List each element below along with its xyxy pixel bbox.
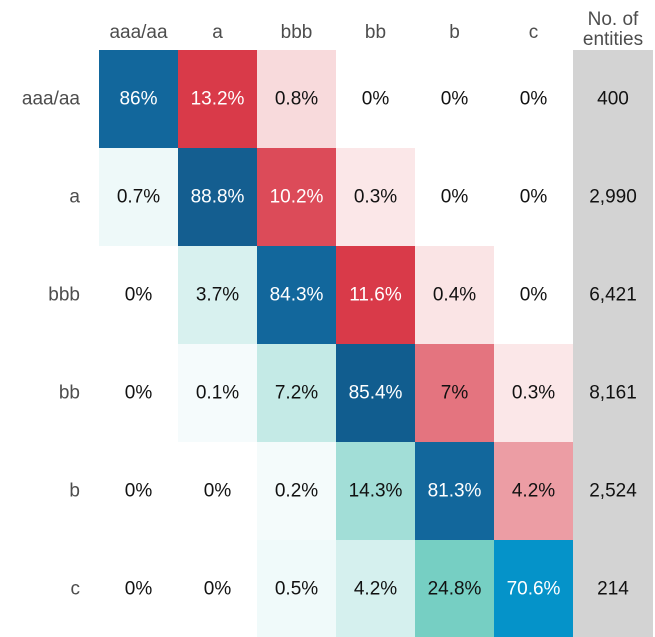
cell-label-r3-c4: 7% [441, 383, 469, 404]
heatmap-cell-r4-c5 [494, 442, 573, 540]
column-label-2: bbb [281, 22, 313, 43]
cell-label-r5-c3: 4.2% [354, 579, 397, 600]
cell-label-r4-c2: 0.2% [275, 481, 318, 502]
cell-label-r5-c5: 70.6% [507, 579, 561, 600]
cell-label-r3-c0: 0% [125, 383, 153, 404]
heatmap-cell-r5-c2 [257, 540, 336, 637]
cell-label-r2-c5: 0% [520, 285, 548, 306]
cell-value-labels: 86% 13.2% 0.8% 0% 0% 0% 0.7% 88.8% 10.2% 0.3% 0% 0%… [117, 89, 561, 600]
heatmap-cell-r2-c2 [257, 246, 336, 344]
heatmap-cells [99, 50, 573, 637]
heatmap-cell-r2-c1 [178, 246, 257, 344]
cell-label-r0-c4: 0% [441, 89, 469, 110]
heatmap-cell-r1-c1 [178, 148, 257, 246]
heatmap-cell-r3-c4 [415, 344, 494, 442]
row-label-2: bbb [48, 285, 80, 306]
heatmap-cell-r3-c3 [336, 344, 415, 442]
cell-label-r1-c5: 0% [520, 187, 548, 208]
cell-label-r3-c3: 85.4% [349, 383, 403, 404]
cell-label-r1-c0: 0.7% [117, 187, 160, 208]
row-label-4: b [69, 481, 80, 502]
count-value-1: 2,990 [589, 187, 637, 208]
cell-label-r5-c1: 0% [204, 579, 232, 600]
count-column-values: 400 2,990 6,421 8,161 2,524 214 [589, 89, 637, 600]
cell-label-r3-c1: 0.1% [196, 383, 239, 404]
cell-label-r0-c0: 86% [119, 89, 157, 110]
heatmap-cell-r2-c3 [336, 246, 415, 344]
count-value-2: 6,421 [589, 285, 637, 306]
heatmap-cell-r4-c4 [415, 442, 494, 540]
cell-label-r1-c2: 10.2% [270, 187, 324, 208]
count-value-3: 8,161 [589, 383, 637, 404]
cell-label-r2-c0: 0% [125, 285, 153, 306]
heatmap-cell-r0-c1 [178, 50, 257, 148]
count-value-5: 214 [597, 579, 629, 600]
cell-label-r2-c2: 84.3% [270, 285, 324, 306]
cell-label-r3-c2: 7.2% [275, 383, 318, 404]
count-column-background [573, 50, 653, 637]
column-labels: aaa/aa a bbb bb b c [109, 22, 538, 43]
column-label-0: aaa/aa [109, 22, 168, 43]
cell-label-r5-c2: 0.5% [275, 579, 318, 600]
heatmap-cell-r3-c1 [178, 344, 257, 442]
count-value-4: 2,524 [589, 481, 637, 502]
heatmap-cell-r5-c4 [415, 540, 494, 637]
heatmap-cell-r4-c3 [336, 442, 415, 540]
cell-label-r2-c1: 3.7% [196, 285, 239, 306]
count-value-0: 400 [597, 89, 629, 110]
heatmap-cell-r0-c2 [257, 50, 336, 148]
cell-label-r5-c0: 0% [125, 579, 153, 600]
heatmap-cell-r3-c5 [494, 344, 573, 442]
cell-label-r4-c4: 81.3% [428, 481, 482, 502]
cell-label-r0-c1: 13.2% [191, 89, 245, 110]
cell-label-r2-c4: 0.4% [433, 285, 476, 306]
column-label-4: b [449, 22, 460, 43]
cell-label-r2-c3: 11.6% [349, 285, 402, 306]
cell-label-r0-c5: 0% [520, 89, 548, 110]
heatmap-cell-r0-c0 [99, 50, 178, 148]
heatmap-cell-r1-c2 [257, 148, 336, 246]
cell-label-r0-c3: 0% [362, 89, 390, 110]
count-header-line-0: No. of [588, 9, 639, 30]
cell-label-r1-c3: 0.3% [354, 187, 397, 208]
column-label-1: a [212, 22, 223, 43]
cell-label-r1-c1: 88.8% [191, 187, 245, 208]
row-label-5: c [71, 579, 81, 600]
cell-label-r5-c4: 24.8% [428, 579, 482, 600]
cell-label-r4-c3: 14.3% [349, 481, 403, 502]
cell-label-r1-c4: 0% [441, 187, 469, 208]
heatmap-cell-r1-c0 [99, 148, 178, 246]
row-label-0: aaa/aa [22, 89, 81, 110]
row-label-1: a [69, 187, 80, 208]
heatmap-cell-r4-c2 [257, 442, 336, 540]
cell-label-r3-c5: 0.3% [512, 383, 555, 404]
column-label-5: c [529, 22, 539, 43]
heatmap-cell-r5-c5 [494, 540, 573, 637]
heatmap-cell-r1-c3 [336, 148, 415, 246]
cell-label-r4-c1: 0% [204, 481, 232, 502]
cell-label-r0-c2: 0.8% [275, 89, 318, 110]
heatmap-cell-r2-c4 [415, 246, 494, 344]
heatmap-cell-r3-c2 [257, 344, 336, 442]
column-label-3: bb [365, 22, 386, 43]
cell-label-r4-c5: 4.2% [512, 481, 555, 502]
cell-label-r4-c0: 0% [125, 481, 153, 502]
heatmap-cell-r5-c3 [336, 540, 415, 637]
count-header-line-1: entities [583, 29, 643, 50]
row-label-3: bb [59, 383, 80, 404]
